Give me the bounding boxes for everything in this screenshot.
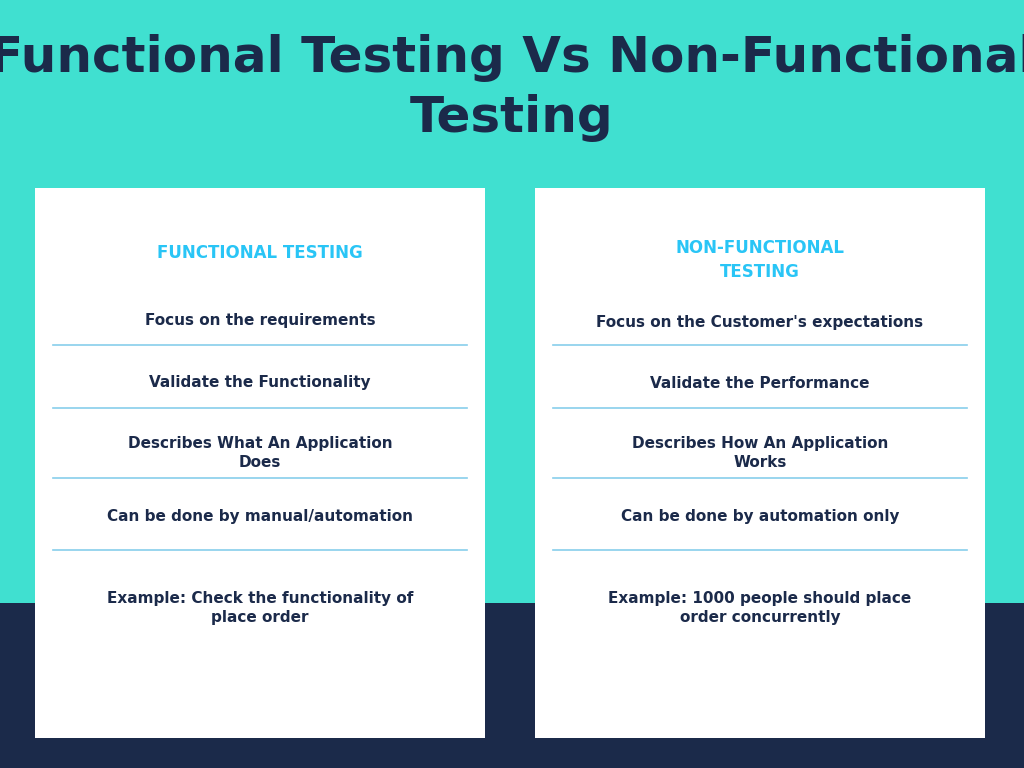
Text: Validate the Performance: Validate the Performance <box>650 376 869 390</box>
Text: NON-FUNCTIONAL
TESTING: NON-FUNCTIONAL TESTING <box>676 239 845 281</box>
Text: Example: Check the functionality of
place order: Example: Check the functionality of plac… <box>106 591 414 625</box>
Bar <box>35 188 485 738</box>
Text: Describes How An Application
Works: Describes How An Application Works <box>632 436 888 470</box>
Text: Can be done by automation only: Can be done by automation only <box>621 508 899 524</box>
Text: Functional Testing Vs Non-Functional
Testing: Functional Testing Vs Non-Functional Tes… <box>0 35 1024 142</box>
Text: Validate the Functionality: Validate the Functionality <box>150 376 371 390</box>
Bar <box>0 603 1024 768</box>
Bar <box>535 188 985 738</box>
Text: Focus on the requirements: Focus on the requirements <box>144 313 376 327</box>
Text: Focus on the Customer's expectations: Focus on the Customer's expectations <box>596 316 924 330</box>
Text: FUNCTIONAL TESTING: FUNCTIONAL TESTING <box>157 244 362 262</box>
Text: Example: 1000 people should place
order concurrently: Example: 1000 people should place order … <box>608 591 911 625</box>
Text: Can be done by manual/automation: Can be done by manual/automation <box>106 508 413 524</box>
Text: Describes What An Application
Does: Describes What An Application Does <box>128 436 392 470</box>
